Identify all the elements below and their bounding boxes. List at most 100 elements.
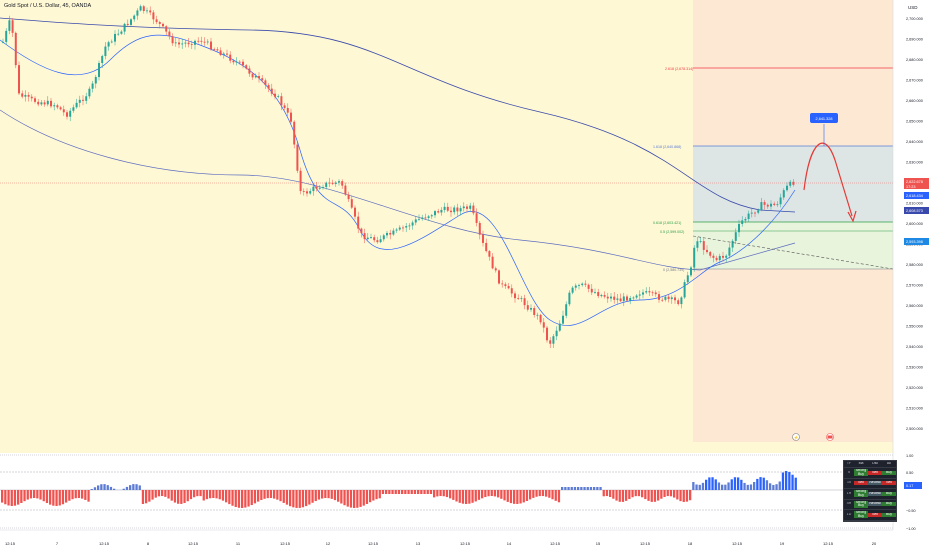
histogram-bar	[148, 490, 151, 502]
candle-body	[478, 222, 481, 235]
histogram-bar	[77, 490, 81, 499]
histogram-bar	[468, 490, 471, 504]
candle-body	[322, 187, 324, 188]
histogram-bar	[436, 490, 439, 497]
candle-body	[258, 76, 260, 79]
histogram-bar	[189, 490, 193, 500]
histogram-bar	[516, 490, 519, 504]
candle-body	[683, 282, 686, 298]
histogram-bar	[356, 490, 359, 508]
histogram-bar	[714, 479, 717, 490]
fib-lower-band	[693, 222, 893, 269]
candle-body	[120, 31, 123, 34]
candle-body	[603, 294, 606, 297]
histogram-bar	[663, 490, 666, 497]
candle-body	[610, 296, 612, 299]
histogram-bar	[554, 490, 557, 501]
histogram-bar	[301, 490, 305, 508]
histogram-bar	[781, 472, 785, 490]
svg-text:17:23: 17:23	[906, 185, 916, 189]
time-axis-label: 13	[416, 541, 421, 546]
candlestick-series[interactable]	[2, 4, 795, 348]
candle-body	[245, 65, 248, 69]
candle-body	[696, 241, 699, 248]
signal-table-row: 1D Strong Buy Sell Buy	[844, 510, 896, 521]
candle-body	[533, 308, 536, 315]
histogram-bar	[61, 490, 65, 505]
candle-body	[578, 285, 580, 286]
fib-label-0: 0 (2,580.739)	[663, 268, 684, 272]
histogram-bar	[605, 490, 609, 497]
trendline-dashed[interactable]	[692, 235, 894, 270]
current-price-badge	[904, 178, 929, 189]
histogram-bar	[55, 490, 58, 506]
time-axis-label: 12:15	[460, 541, 471, 546]
histogram-bar	[567, 487, 570, 490]
histogram-bar	[413, 490, 417, 494]
candle-body	[56, 105, 59, 108]
projection-arrow-path[interactable]	[803, 142, 853, 217]
candle-body	[21, 93, 24, 97]
histogram-bar	[157, 490, 161, 497]
price-axis-label: 2,670.000	[906, 79, 923, 83]
candle-body	[546, 327, 548, 341]
histogram-bar	[132, 484, 135, 490]
price-axis[interactable]	[893, 0, 932, 550]
price-axis-label: 2,610.000	[906, 202, 923, 206]
histogram-bar	[397, 490, 401, 494]
signal-cell: Sell	[854, 481, 868, 486]
target-price-callout[interactable]	[810, 113, 838, 123]
price-axis-label: 2,550.000	[906, 325, 923, 329]
candle-body	[408, 225, 411, 227]
candle-body	[677, 300, 680, 305]
candle-body	[66, 112, 68, 117]
histogram-bar	[461, 490, 465, 504]
candle-body	[309, 191, 312, 194]
histogram-bar	[452, 490, 455, 500]
histogram-bar	[308, 490, 311, 505]
left-shaded-zone	[0, 0, 693, 442]
time-axis-label: 12:15	[640, 541, 651, 546]
ema-200-line	[0, 17, 796, 213]
histogram-bar	[109, 486, 113, 490]
indicator-histogram[interactable]	[1, 471, 797, 508]
time-axis[interactable]	[0, 530, 932, 550]
candle-body	[437, 211, 440, 213]
candle-body	[760, 202, 763, 211]
candle-body	[136, 10, 139, 16]
histogram-bar	[167, 490, 170, 499]
time-axis-label: 12:15	[823, 541, 834, 546]
candle-body	[562, 315, 564, 324]
candle-body	[709, 252, 712, 256]
candle-body	[712, 255, 715, 258]
candle-body	[350, 199, 353, 208]
candle-body	[286, 107, 289, 113]
candle-body	[280, 96, 283, 106]
histogram-bar	[247, 490, 250, 507]
histogram-bar	[90, 488, 93, 490]
candle-body	[635, 295, 638, 298]
signal-cell: Neutral	[868, 502, 882, 507]
candle-body	[69, 110, 72, 117]
histogram-bar	[298, 490, 301, 508]
histogram-bar	[39, 490, 42, 500]
candle-body	[174, 42, 177, 44]
histogram-bar	[637, 490, 641, 497]
price-axis-label: 2,600.000	[906, 222, 923, 226]
candle-body	[456, 207, 459, 212]
candle-body	[699, 241, 702, 242]
histogram-bar	[170, 490, 173, 501]
candle-body	[507, 286, 510, 289]
candle-body	[78, 99, 81, 103]
candle-body	[427, 216, 430, 218]
time-axis-label: 12:15	[5, 541, 16, 546]
signal-cell: Sell	[868, 512, 882, 517]
price-axis-label: 2,580.000	[906, 263, 923, 267]
time-axis-label: 18	[688, 541, 693, 546]
histogram-bar	[746, 484, 749, 490]
candle-body	[306, 191, 308, 194]
histogram-bar	[13, 490, 17, 506]
histogram-bar	[596, 487, 599, 490]
dividend-event-icon[interactable]	[792, 433, 800, 441]
